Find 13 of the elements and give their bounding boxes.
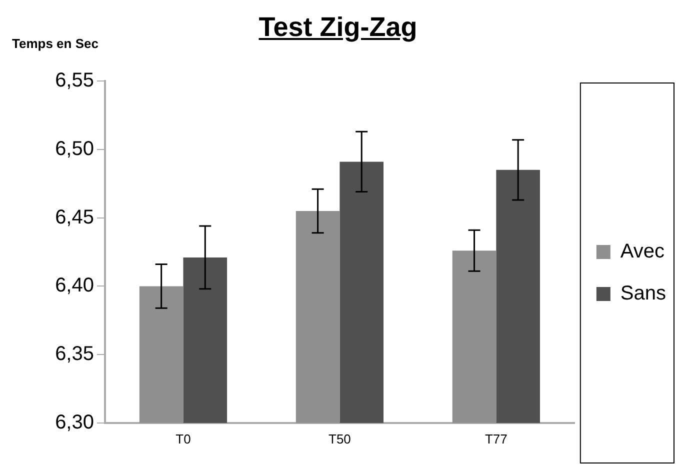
y-tick-label: 6,40 xyxy=(55,274,94,297)
x-tick-label: T0 xyxy=(176,431,191,446)
y-tick-label: 6,45 xyxy=(55,206,94,228)
x-tick-label: T50 xyxy=(328,431,351,446)
y-axis-title: Temps en Sec xyxy=(12,36,98,51)
x-tick-label: T77 xyxy=(484,431,508,446)
y-tick-label: 6,50 xyxy=(55,138,94,160)
y-tick-label: 6,35 xyxy=(55,343,94,366)
legend-label: Avec xyxy=(620,240,665,263)
y-tick-label: 6,30 xyxy=(55,412,94,434)
chart-title: Test Zig-Zag xyxy=(258,12,418,42)
legend-label: Sans xyxy=(620,282,666,305)
y-tick-label: 6,55 xyxy=(55,70,94,92)
